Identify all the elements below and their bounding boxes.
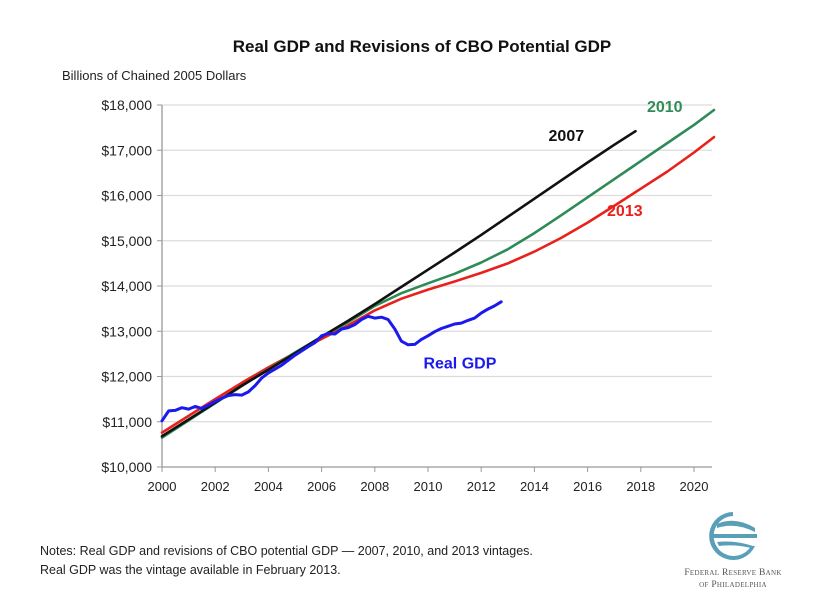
eagle-logo-icon <box>709 512 757 560</box>
x-tick-label: 2012 <box>467 479 496 494</box>
x-tick-label: 2018 <box>626 479 655 494</box>
y-tick-label: $16,000 <box>101 188 152 204</box>
series-line-2010 <box>160 108 716 439</box>
x-tick-label: 2002 <box>201 479 230 494</box>
notes-line-2: Real GDP was the vintage available in Fe… <box>40 563 341 577</box>
y-tick-label: $10,000 <box>101 459 152 475</box>
y-axis-label: Billions of Chained 2005 Dollars <box>62 68 247 83</box>
logo-line-1: Federal Reserve Bank <box>684 568 782 578</box>
series-lines <box>160 108 716 439</box>
series-label-2007: 2007 <box>549 128 585 145</box>
x-tick-label: 2020 <box>680 479 709 494</box>
series-line-2007 <box>160 129 637 438</box>
y-tick-label: $11,000 <box>102 414 152 430</box>
federal-reserve-logo: Federal Reserve Bank of Philadelphia <box>668 510 798 590</box>
notes-line-1: Notes: Real GDP and revisions of CBO pot… <box>40 544 533 558</box>
y-tick-label: $13,000 <box>101 323 152 339</box>
chart-notes: Notes: Real GDP and revisions of CBO pot… <box>40 542 533 580</box>
series-label-real-gdp: Real GDP <box>423 355 496 372</box>
x-tick-label: 2008 <box>360 479 389 494</box>
series-line-2013 <box>160 135 716 434</box>
series-line-real-gdp <box>160 300 503 423</box>
series-label-2010: 2010 <box>647 99 683 116</box>
series-labels: 2013 2010 2007 Real GDP <box>423 99 682 373</box>
y-tick-label: $15,000 <box>101 233 152 249</box>
x-tick-label: 2014 <box>520 479 549 494</box>
x-axis-ticks: 2000 2002 2004 2006 2008 2010 2012 2014 2016 2018… <box>148 467 709 494</box>
y-tick-label: $14,000 <box>101 278 152 294</box>
y-tick-label: $12,000 <box>101 369 152 385</box>
y-tick-label: $17,000 <box>101 142 152 158</box>
x-tick-label: 2004 <box>254 479 283 494</box>
series-label-2013: 2013 <box>607 203 643 220</box>
chart-title: Real GDP and Revisions of CBO Potential … <box>233 37 611 56</box>
logo-line-2: of Philadelphia <box>699 580 767 590</box>
chart: Real GDP and Revisions of CBO Potential … <box>62 37 716 494</box>
x-tick-label: 2006 <box>307 479 336 494</box>
y-axis-ticks: $10,000 $11,000 $12,000 $13,000 $14,000 $15,0… <box>101 97 162 475</box>
x-tick-label: 2010 <box>414 479 443 494</box>
x-tick-label: 2000 <box>148 479 177 494</box>
x-tick-label: 2016 <box>573 479 602 494</box>
y-tick-label: $18,000 <box>101 97 152 113</box>
